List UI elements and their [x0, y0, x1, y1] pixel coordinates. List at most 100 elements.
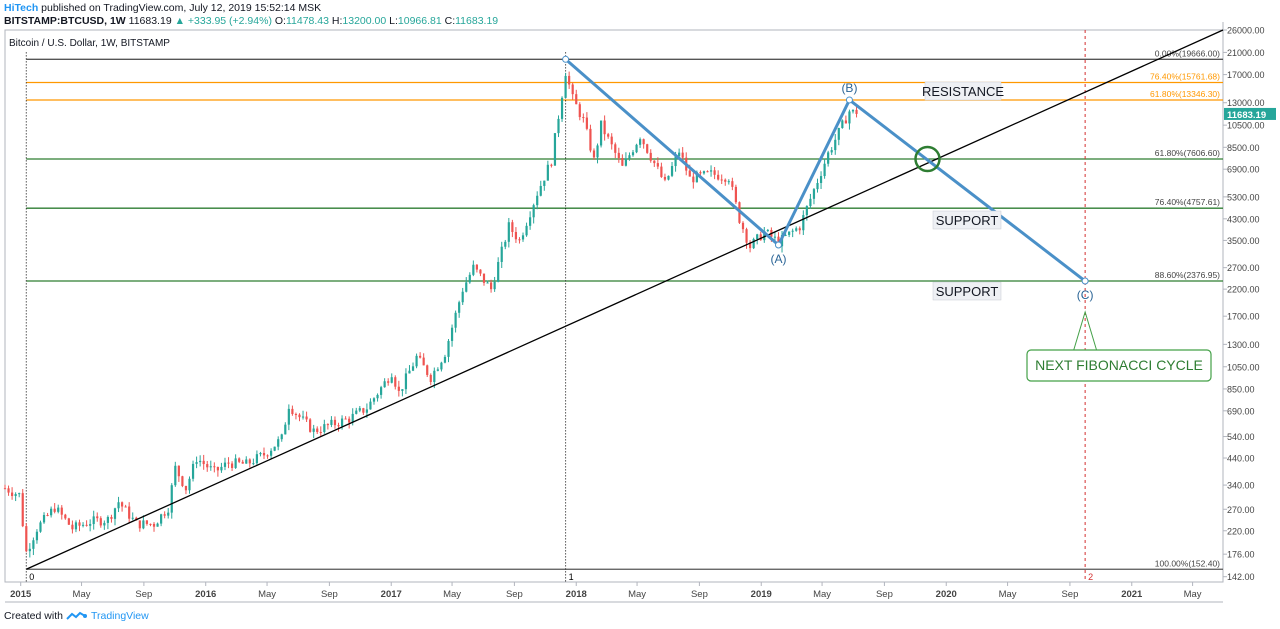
candle-body [64, 514, 67, 519]
wave-point-label: (C) [1077, 288, 1094, 302]
candle-body [624, 158, 628, 166]
cycle-vline-label: 2 [1088, 572, 1093, 582]
candle-body [18, 493, 21, 495]
candle-body [660, 166, 663, 177]
candle-body [777, 236, 780, 247]
candle-body [287, 408, 290, 425]
candle-body [81, 524, 85, 526]
candle-body [21, 493, 24, 527]
y-tick-label: 270.00 [1227, 505, 1255, 515]
x-tick-label: Sep [876, 589, 893, 600]
candle-body [536, 195, 539, 206]
candle-body [362, 408, 365, 413]
candle-body [170, 485, 173, 513]
x-tick-label: 2020 [936, 589, 957, 600]
y-tick-label: 1300.00 [1227, 340, 1260, 350]
candle-body [568, 75, 571, 85]
x-tick-label: 2018 [566, 589, 587, 600]
candle-body [667, 175, 670, 180]
candle-body [42, 514, 46, 523]
candle-body [823, 163, 826, 177]
candle-body [500, 246, 503, 262]
candle-body [351, 413, 354, 423]
wave-node [845, 96, 853, 104]
candle-body [206, 464, 209, 468]
open-value: 11478.43 [285, 15, 329, 27]
candle-body [475, 264, 478, 270]
x-tick-label: May [73, 589, 91, 600]
candle-body [759, 234, 762, 241]
candle-body [110, 517, 113, 519]
candle-body [120, 502, 124, 507]
candle-body [71, 524, 74, 530]
candle-body [436, 369, 439, 371]
candle-body [142, 520, 145, 529]
wave-line [848, 98, 1087, 283]
y-tick-label: 10500.00 [1227, 121, 1265, 131]
candle-body [447, 340, 450, 357]
candle-body [419, 355, 422, 358]
candle-body [692, 176, 695, 183]
candle-body [649, 152, 652, 161]
candle-body [578, 104, 581, 118]
candle-body [57, 507, 60, 512]
candle-body [294, 414, 298, 416]
candle-body [465, 282, 468, 292]
candle-body [731, 181, 734, 187]
candle-body [379, 387, 383, 395]
candle-body [610, 136, 613, 145]
candle-body [525, 225, 528, 236]
candle-body [369, 401, 372, 410]
candle-body [10, 492, 14, 497]
candle-body [277, 439, 280, 447]
candle-body [479, 269, 482, 274]
candle-body [394, 377, 397, 387]
y-tick-label: 540.00 [1227, 432, 1255, 442]
candle-body [220, 466, 223, 471]
candle-body [39, 522, 42, 532]
tradingview-link[interactable]: TradingView [90, 610, 149, 622]
author-name[interactable]: HiTech [4, 2, 39, 14]
candle-body [713, 170, 716, 175]
candle-body [152, 523, 156, 527]
trend-line [26, 29, 1224, 570]
x-tick-label: May [443, 589, 461, 600]
candle-body [695, 172, 698, 183]
symbol-label: BITSTAMP:BTCUSD, 1W [4, 15, 126, 27]
candle-body [596, 145, 599, 158]
candle-body [355, 410, 358, 414]
candle-body [255, 454, 259, 464]
candle-body [589, 128, 592, 151]
support-label-1-box [932, 210, 1002, 230]
candle-body [635, 144, 638, 153]
candle-body [404, 373, 408, 390]
candle-body [614, 144, 617, 153]
candle-body [28, 548, 31, 552]
candle-body [489, 282, 493, 290]
resistance-label-box [924, 81, 1002, 101]
candle-body [358, 408, 361, 411]
candle-body [443, 356, 447, 363]
candle-body [458, 302, 461, 313]
x-tick-label: May [258, 589, 276, 600]
candle-body [245, 459, 248, 464]
candle-body [805, 206, 808, 216]
candle-body [191, 463, 195, 479]
candle-body [259, 453, 262, 455]
price-chart[interactable]: Bitcoin / U.S. Dollar, 1W, BITSTAMP 26000… [0, 0, 1280, 605]
candle-body [688, 170, 691, 177]
candle-body [426, 365, 429, 375]
candle-body [174, 465, 177, 486]
candle-body [546, 164, 549, 181]
wave-node [1081, 277, 1089, 285]
x-tick-label: Sep [506, 589, 523, 600]
candle-body [106, 517, 109, 523]
candle-body [337, 425, 340, 427]
candle-body [621, 158, 624, 166]
candle-body [681, 152, 684, 158]
candle-body [720, 179, 723, 181]
candle-body [387, 381, 390, 383]
x-tick-label: May [999, 589, 1017, 600]
candle-body [227, 462, 230, 464]
y-tick-label: 8500.00 [1227, 143, 1260, 153]
